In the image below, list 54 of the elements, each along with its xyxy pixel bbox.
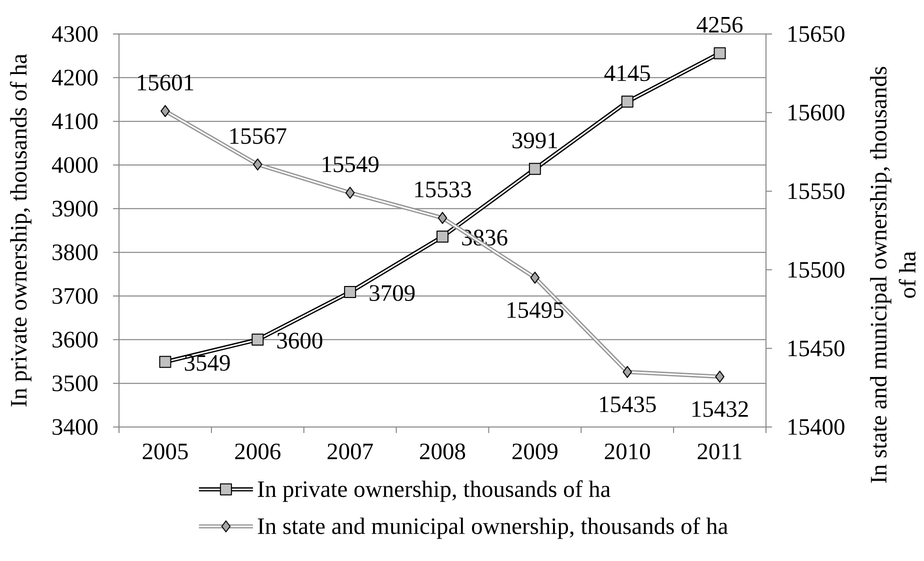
y-tick-label: 3800 bbox=[52, 244, 98, 260]
point bbox=[438, 212, 448, 224]
point bbox=[252, 334, 264, 346]
x-tick-label: 2008 bbox=[420, 444, 466, 460]
data-label: 3549 bbox=[184, 355, 230, 371]
y2-tick-label: 15650 bbox=[788, 26, 844, 42]
point bbox=[344, 286, 356, 298]
data-label: 15432 bbox=[692, 401, 748, 418]
data-label: 4145 bbox=[604, 65, 650, 82]
point bbox=[528, 162, 541, 175]
x-tick-label: 2006 bbox=[235, 444, 280, 460]
y-tick-label: 3700 bbox=[52, 288, 98, 304]
data-label: 3709 bbox=[370, 285, 415, 301]
y-tick-label: 3400 bbox=[52, 419, 98, 435]
x-tick-label: 2005 bbox=[142, 444, 188, 460]
data-label: 4256 bbox=[696, 16, 743, 33]
data-label: 15549 bbox=[322, 156, 378, 172]
y-tick-label: 3900 bbox=[52, 200, 98, 217]
point bbox=[436, 230, 448, 243]
point bbox=[715, 370, 724, 383]
y-tick-label: 4300 bbox=[52, 26, 98, 42]
point bbox=[622, 366, 632, 378]
point bbox=[160, 105, 170, 118]
x-tick-label: 2011 bbox=[698, 444, 742, 460]
data-label: 3991 bbox=[512, 132, 558, 148]
data-label: 15601 bbox=[138, 74, 194, 90]
point bbox=[345, 186, 355, 199]
y-tick-label: 4200 bbox=[52, 70, 98, 86]
y2-tick-label: 15450 bbox=[788, 340, 844, 356]
y2-tick-label: 15600 bbox=[788, 104, 844, 121]
point bbox=[253, 158, 262, 170]
y-tick-label: 4100 bbox=[52, 113, 98, 130]
data-label: 15533 bbox=[415, 182, 471, 198]
legend-label: In state and municipal ownership, thousands of ha bbox=[258, 517, 728, 539]
legend-label: In private ownership, thousands of ha bbox=[258, 480, 610, 502]
x-tick-label: 2009 bbox=[512, 444, 558, 460]
point bbox=[530, 272, 540, 284]
point bbox=[159, 356, 172, 368]
y2-tick-label: 15400 bbox=[788, 419, 844, 435]
point bbox=[714, 47, 726, 60]
y-tick-label: 3500 bbox=[52, 375, 98, 392]
data-label: 15495 bbox=[508, 302, 564, 318]
y-tick-label: 3600 bbox=[52, 332, 98, 348]
y2-axis-title: In state and municipal ownership, thousands of ha bbox=[870, 66, 916, 483]
point bbox=[621, 96, 634, 108]
x-tick-label: 2007 bbox=[328, 444, 373, 460]
x-tick-label: 2010 bbox=[604, 444, 650, 460]
y-tick-label: 4000 bbox=[52, 157, 98, 173]
y-axis-title: In private ownership, thousands of ha bbox=[10, 54, 32, 407]
data-label: 3600 bbox=[277, 332, 322, 349]
data-label: 15567 bbox=[230, 128, 286, 144]
y2-tick-label: 15550 bbox=[788, 183, 844, 200]
y2-tick-label: 15500 bbox=[788, 262, 844, 278]
data-label: 15435 bbox=[600, 396, 656, 412]
